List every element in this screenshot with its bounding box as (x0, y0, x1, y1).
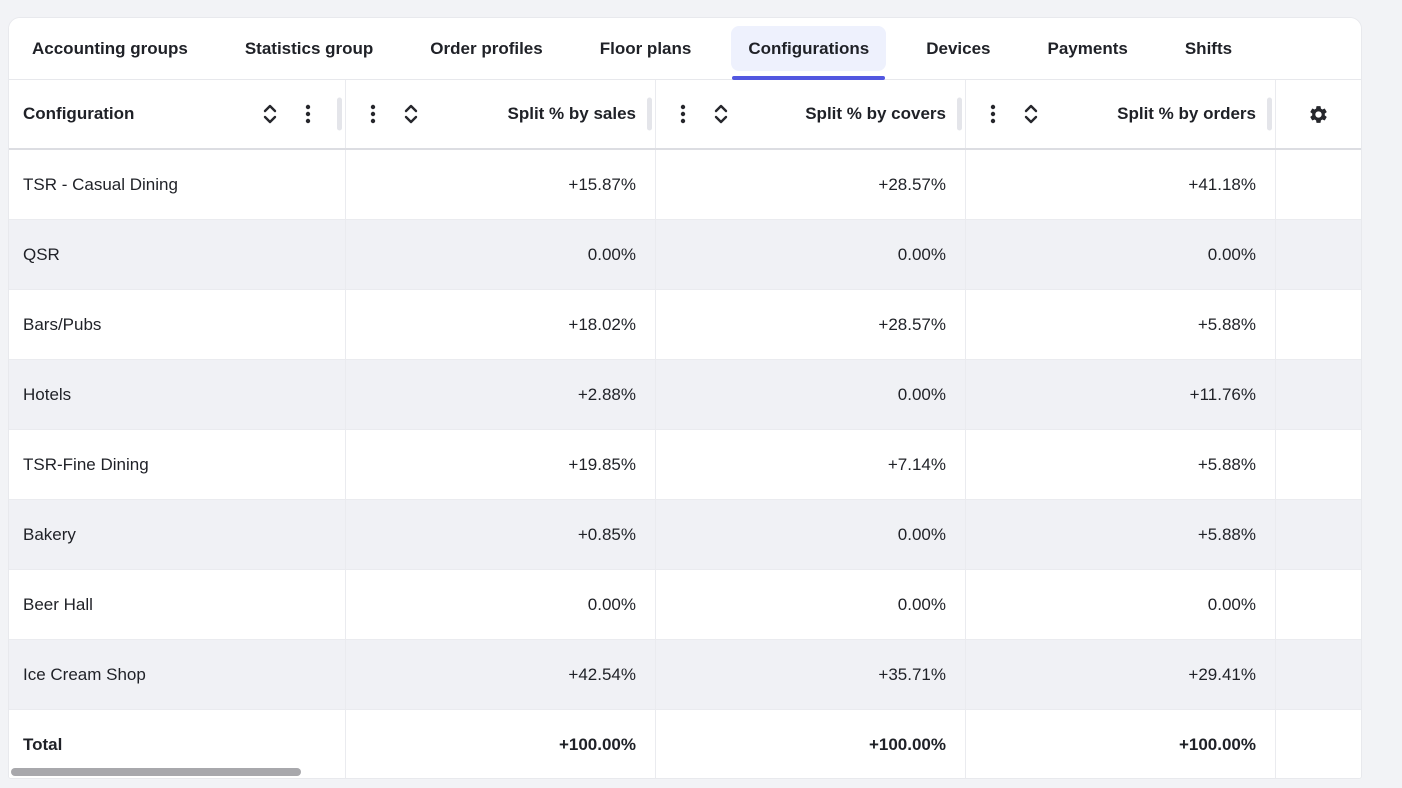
kebab-menu-icon[interactable] (370, 104, 376, 124)
split-sales-cell: +19.85% (346, 430, 656, 499)
split-covers-cell: +35.71% (656, 640, 966, 709)
gear-icon[interactable] (1308, 104, 1329, 125)
column-resize-handle[interactable] (647, 97, 652, 131)
split-orders-cell: +5.88% (966, 430, 1276, 499)
configuration-name-cell: Hotels (9, 360, 346, 429)
row-actions-cell (1276, 150, 1361, 219)
kebab-menu-icon[interactable] (680, 104, 686, 124)
tab-floor-plans[interactable]: Floor plans (599, 39, 692, 58)
table-row[interactable]: Bars/Pubs +18.02% +28.57% +5.88% (9, 290, 1361, 360)
split-covers-cell: 0.00% (656, 570, 966, 639)
tab-bar: Accounting groups Statistics group Order… (9, 18, 1361, 80)
split-covers-cell: +28.57% (656, 150, 966, 219)
split-orders-cell: +41.18% (966, 150, 1276, 219)
total-label-cell: Total (9, 710, 346, 778)
configuration-name-cell: Bakery (9, 500, 346, 569)
split-orders-cell: +5.88% (966, 290, 1276, 359)
total-covers-cell: +100.00% (656, 710, 966, 778)
row-actions-cell (1276, 430, 1361, 499)
split-sales-cell: +15.87% (346, 150, 656, 219)
column-header-split-sales: Split % by sales (346, 80, 656, 148)
column-header-settings (1276, 80, 1361, 148)
table-row[interactable]: Bakery +0.85% 0.00% +5.88% (9, 500, 1361, 570)
split-orders-cell: 0.00% (966, 220, 1276, 289)
split-covers-cell: 0.00% (656, 500, 966, 569)
column-header-configuration: Configuration (9, 80, 346, 148)
split-orders-cell: 0.00% (966, 570, 1276, 639)
configuration-name-cell: Ice Cream Shop (9, 640, 346, 709)
row-actions-cell (1276, 570, 1361, 639)
split-covers-cell: 0.00% (656, 220, 966, 289)
row-actions-cell (1276, 640, 1361, 709)
column-header-split-orders: Split % by orders (966, 80, 1276, 148)
tab-order-profiles[interactable]: Order profiles (430, 39, 543, 58)
row-actions-cell (1276, 500, 1361, 569)
split-sales-cell: 0.00% (346, 570, 656, 639)
kebab-menu-icon[interactable] (305, 104, 311, 124)
split-sales-cell: +42.54% (346, 640, 656, 709)
column-resize-handle[interactable] (337, 97, 342, 131)
tab-statistics-group[interactable]: Statistics group (244, 39, 374, 58)
tab-accounting-groups[interactable]: Accounting groups (32, 39, 188, 58)
kebab-menu-icon[interactable] (990, 104, 996, 124)
column-resize-handle[interactable] (957, 97, 962, 131)
sort-icon[interactable] (1024, 104, 1038, 124)
configuration-name-cell: QSR (9, 220, 346, 289)
table-row[interactable]: TSR-Fine Dining +19.85% +7.14% +5.88% (9, 430, 1361, 500)
split-sales-cell: +0.85% (346, 500, 656, 569)
row-actions-cell (1276, 290, 1361, 359)
tab-payments[interactable]: Payments (1047, 39, 1128, 58)
configuration-name-cell: TSR-Fine Dining (9, 430, 346, 499)
split-covers-cell: +7.14% (656, 430, 966, 499)
split-sales-column-label: Split % by sales (507, 104, 637, 123)
split-covers-cell: 0.00% (656, 360, 966, 429)
table-row[interactable]: Ice Cream Shop +42.54% +35.71% +29.41% (9, 640, 1361, 710)
split-orders-cell: +11.76% (966, 360, 1276, 429)
table-row[interactable]: QSR 0.00% 0.00% 0.00% (9, 220, 1361, 290)
tab-devices[interactable]: Devices (926, 39, 991, 58)
sort-icon[interactable] (263, 104, 277, 124)
split-sales-cell: +2.88% (346, 360, 656, 429)
sort-icon[interactable] (714, 104, 728, 124)
table-row[interactable]: Beer Hall 0.00% 0.00% 0.00% (9, 570, 1361, 640)
table-row[interactable]: TSR - Casual Dining +15.87% +28.57% +41.… (9, 150, 1361, 220)
split-sales-cell: 0.00% (346, 220, 656, 289)
horizontal-scrollbar-thumb[interactable] (11, 768, 301, 776)
tab-configurations[interactable]: Configurations (731, 26, 887, 80)
split-orders-column-label: Split % by orders (1117, 104, 1256, 123)
configurations-panel: Accounting groups Statistics group Order… (8, 17, 1362, 779)
row-actions-cell (1276, 360, 1361, 429)
table-header: Configuration Split % by sales (9, 80, 1361, 150)
total-actions-cell (1276, 710, 1361, 778)
table-body: TSR - Casual Dining +15.87% +28.57% +41.… (9, 150, 1361, 710)
split-orders-cell: +5.88% (966, 500, 1276, 569)
total-sales-cell: +100.00% (346, 710, 656, 778)
configuration-name-cell: Bars/Pubs (9, 290, 346, 359)
total-orders-cell: +100.00% (966, 710, 1276, 778)
split-sales-cell: +18.02% (346, 290, 656, 359)
split-covers-cell: +28.57% (656, 290, 966, 359)
split-covers-column-label: Split % by covers (805, 104, 946, 123)
column-resize-handle[interactable] (1267, 97, 1272, 131)
sort-icon[interactable] (404, 104, 418, 124)
split-orders-cell: +29.41% (966, 640, 1276, 709)
configuration-column-label: Configuration (23, 104, 135, 123)
configuration-name-cell: Beer Hall (9, 570, 346, 639)
tab-shifts[interactable]: Shifts (1184, 39, 1233, 58)
column-header-split-covers: Split % by covers (656, 80, 966, 148)
row-actions-cell (1276, 220, 1361, 289)
table-row[interactable]: Hotels +2.88% 0.00% +11.76% (9, 360, 1361, 430)
configuration-name-cell: TSR - Casual Dining (9, 150, 346, 219)
table-total-row: Total +100.00% +100.00% +100.00% (9, 710, 1361, 778)
